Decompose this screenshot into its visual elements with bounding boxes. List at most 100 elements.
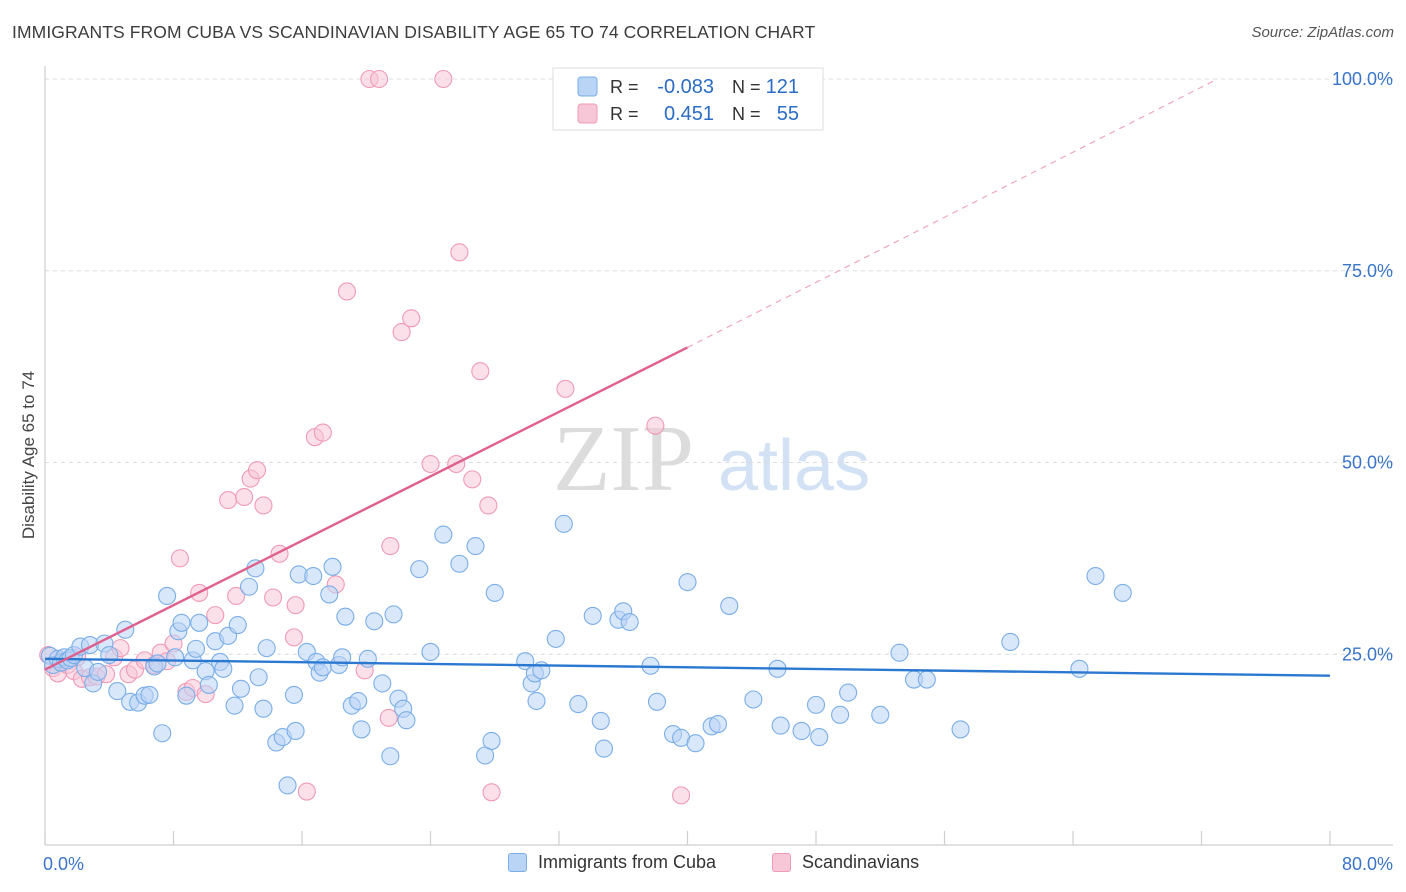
trend-line-cuba	[44, 657, 1331, 677]
legend-label-cuba: Immigrants from Cuba	[538, 852, 717, 872]
y-tick-label: 100.0%	[1332, 69, 1393, 89]
point-cuba	[678, 573, 697, 592]
trend-line-scandinavians	[44, 346, 689, 671]
point-cuba	[1086, 566, 1105, 586]
point-cuba	[239, 577, 259, 596]
point-cuba	[771, 716, 790, 735]
point-scandinavians	[284, 628, 304, 647]
x-tick-label: 80.0%	[1342, 854, 1393, 874]
point-cuba	[254, 699, 273, 718]
point-cuba	[323, 557, 342, 576]
point-cuba	[225, 696, 244, 715]
point-scandinavians	[286, 596, 305, 615]
point-scandinavians	[463, 470, 482, 489]
point-cuba	[620, 612, 639, 632]
y-axis-label: Disability Age 65 to 74	[19, 371, 38, 539]
point-cuba	[410, 560, 429, 579]
point-cuba	[199, 675, 218, 694]
point-scandinavians	[313, 423, 332, 442]
point-scandinavians	[381, 537, 400, 556]
point-cuba	[647, 692, 667, 711]
point-cuba	[190, 613, 209, 632]
point-scandinavians	[646, 416, 665, 435]
point-scandinavians	[337, 282, 357, 301]
point-scandinavians	[379, 708, 398, 727]
point-cuba	[358, 649, 377, 668]
point-cuba	[554, 514, 573, 533]
legend-n-label-1: N =	[732, 77, 761, 97]
point-cuba	[482, 731, 501, 750]
chart-title: IMMIGRANTS FROM CUBA VS SCANDINAVIAN DIS…	[12, 22, 816, 42]
point-cuba	[166, 648, 185, 667]
legend-r-value-1: -0.083	[657, 76, 714, 98]
legend-item-scandinavians: Scandinavians	[772, 852, 919, 873]
point-cuba	[421, 642, 440, 661]
point-scandinavians	[392, 323, 411, 342]
point-cuba	[349, 691, 368, 711]
legend-swatch-scandinavians-bottom	[772, 853, 791, 872]
point-cuba	[231, 679, 251, 698]
point-cuba	[792, 721, 811, 741]
point-cuba	[352, 720, 371, 739]
legend-label-scandinavians: Scandinavians	[802, 852, 920, 872]
point-scandinavians	[370, 69, 389, 89]
point-scandinavians	[479, 496, 498, 515]
point-scandinavians	[206, 606, 225, 625]
point-cuba	[546, 629, 565, 648]
point-cuba	[384, 605, 403, 624]
point-scandinavians	[421, 454, 440, 474]
legend-n-label-2: N =	[732, 104, 761, 124]
legend-r-label-2: R =	[610, 104, 639, 124]
point-cuba	[148, 654, 167, 673]
point-cuba	[594, 739, 614, 758]
point-cuba	[397, 711, 416, 730]
point-cuba	[890, 643, 909, 662]
point-scandinavians	[219, 491, 238, 510]
point-scandinavians	[254, 496, 273, 515]
point-cuba	[485, 583, 504, 602]
point-cuba	[583, 606, 602, 625]
point-scandinavians	[450, 243, 469, 262]
watermark: ZIP atlas	[553, 407, 870, 511]
point-scandinavians	[247, 461, 267, 480]
point-cuba	[336, 607, 355, 626]
legend-swatch-cuba-bottom	[508, 853, 527, 872]
point-cuba	[108, 682, 127, 701]
point-cuba	[527, 691, 546, 711]
point-cuba	[257, 639, 276, 658]
axes	[44, 66, 1393, 846]
point-cuba	[686, 734, 705, 753]
bottom-legend: Immigrants from Cuba Scandinavians	[0, 850, 1406, 880]
point-cuba	[140, 685, 159, 704]
legend-swatch-scandinavians	[577, 103, 598, 124]
point-cuba	[831, 705, 850, 724]
point-scandinavians	[264, 588, 283, 607]
x-tick-label: 0.0%	[43, 854, 84, 874]
point-cuba	[591, 711, 610, 731]
point-scandinavians	[170, 549, 189, 568]
point-cuba	[434, 525, 453, 544]
legend-n-value-2: 55	[777, 103, 799, 125]
legend-r-value-2: 0.451	[664, 103, 714, 125]
point-cuba	[284, 685, 304, 704]
point-cuba	[153, 724, 172, 743]
legend-item-cuba: Immigrants from Cuba	[508, 852, 716, 873]
point-cuba	[917, 670, 936, 689]
point-scandinavians	[297, 782, 316, 801]
point-cuba	[249, 668, 268, 687]
point-cuba	[278, 776, 297, 795]
point-cuba	[450, 554, 469, 573]
point-cuba	[158, 586, 177, 606]
x-tick-labels: 0.0% 80.0%	[43, 854, 1393, 874]
point-cuba	[214, 659, 233, 678]
point-cuba	[1001, 632, 1020, 652]
legend-n-value-1: 121	[766, 76, 799, 98]
point-cuba	[569, 695, 588, 714]
trend-lines	[44, 78, 1331, 677]
point-cuba	[708, 714, 728, 734]
point-cuba	[172, 613, 191, 632]
point-cuba	[177, 686, 196, 705]
point-cuba	[365, 612, 384, 631]
source-label: Source: ZipAtlas.com	[1251, 24, 1394, 41]
stats-legend: R = -0.083 N = 121 R = 0.451 N = 55	[552, 67, 824, 131]
